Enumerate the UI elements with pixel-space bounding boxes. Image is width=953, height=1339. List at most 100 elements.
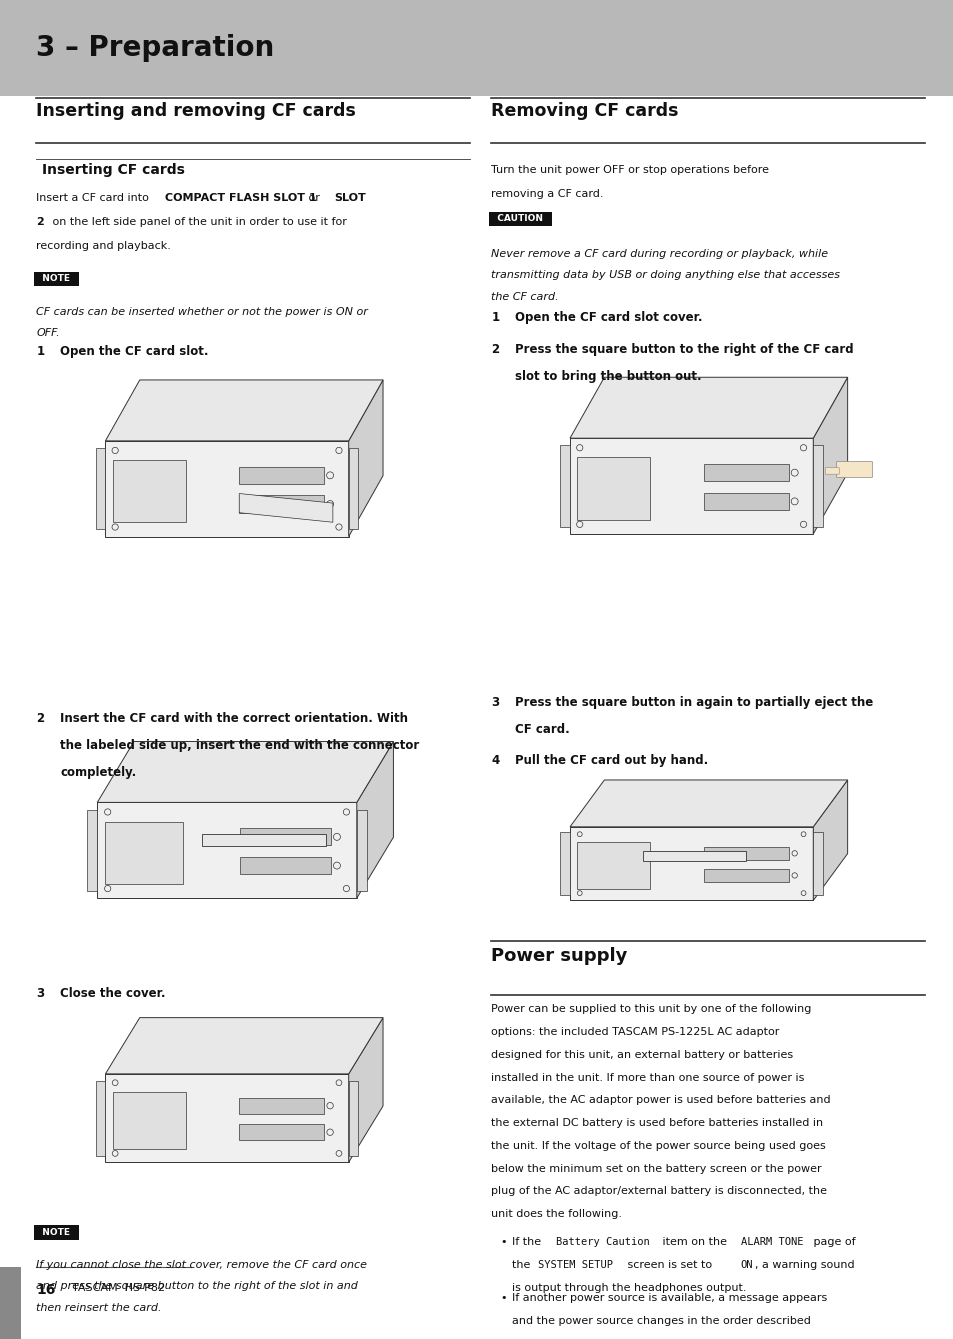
- FancyBboxPatch shape: [239, 1098, 324, 1114]
- Polygon shape: [349, 380, 383, 537]
- Text: Insert the CF card with the correct orientation. With: Insert the CF card with the correct orie…: [60, 712, 408, 726]
- Text: page of: page of: [809, 1237, 855, 1247]
- Text: Open the CF card slot.: Open the CF card slot.: [60, 345, 209, 359]
- FancyBboxPatch shape: [97, 802, 356, 898]
- Text: the CF card.: the CF card.: [491, 292, 558, 301]
- Text: ON: ON: [740, 1260, 752, 1269]
- Polygon shape: [569, 378, 846, 438]
- Text: transmitting data by USB or doing anything else that accesses: transmitting data by USB or doing anythi…: [491, 270, 840, 280]
- Text: Pull the CF card out by hand.: Pull the CF card out by hand.: [515, 754, 708, 767]
- Polygon shape: [356, 742, 393, 898]
- FancyBboxPatch shape: [703, 869, 788, 882]
- FancyBboxPatch shape: [239, 495, 324, 513]
- Text: Press the square button in again to partially eject the: Press the square button in again to part…: [515, 696, 873, 710]
- FancyBboxPatch shape: [559, 833, 569, 894]
- Text: •: •: [500, 1237, 507, 1247]
- Text: CF cards can be inserted whether or not the power is ON or: CF cards can be inserted whether or not …: [36, 307, 368, 316]
- Text: 16: 16: [36, 1283, 55, 1296]
- FancyBboxPatch shape: [202, 834, 326, 846]
- FancyBboxPatch shape: [349, 1081, 358, 1156]
- Text: Never remove a CF card during recording or playback, while: Never remove a CF card during recording …: [491, 249, 827, 258]
- Text: the labeled side up, insert the end with the connector: the labeled side up, insert the end with…: [60, 739, 419, 753]
- Text: Turn the unit power OFF or stop operations before: Turn the unit power OFF or stop operatio…: [491, 165, 768, 174]
- FancyBboxPatch shape: [239, 1125, 324, 1139]
- FancyBboxPatch shape: [836, 462, 872, 478]
- Text: slot to bring the button out.: slot to bring the button out.: [515, 370, 701, 383]
- FancyBboxPatch shape: [703, 493, 788, 510]
- Text: recording and playback.: recording and playback.: [36, 241, 171, 250]
- Polygon shape: [349, 1018, 383, 1162]
- Text: is output through the headphones output.: is output through the headphones output.: [512, 1283, 746, 1292]
- FancyBboxPatch shape: [240, 829, 331, 845]
- FancyBboxPatch shape: [95, 449, 105, 529]
- FancyBboxPatch shape: [105, 441, 349, 537]
- Polygon shape: [97, 742, 393, 802]
- FancyBboxPatch shape: [559, 446, 569, 526]
- Text: plug of the AC adaptor/external battery is disconnected, the: plug of the AC adaptor/external battery …: [491, 1186, 826, 1196]
- Text: unit does the following.: unit does the following.: [491, 1209, 621, 1218]
- FancyBboxPatch shape: [569, 438, 812, 534]
- Text: •: •: [500, 1293, 507, 1303]
- Text: , a warning sound: , a warning sound: [754, 1260, 853, 1269]
- Polygon shape: [105, 1018, 383, 1074]
- Text: Press the square button to the right of the CF card: Press the square button to the right of …: [515, 343, 853, 356]
- Text: COMPACT FLASH SLOT 1: COMPACT FLASH SLOT 1: [165, 193, 316, 202]
- Text: 3 – Preparation: 3 – Preparation: [36, 35, 274, 62]
- Text: then reinsert the card.: then reinsert the card.: [36, 1303, 162, 1312]
- Text: Removing CF cards: Removing CF cards: [491, 102, 679, 119]
- FancyBboxPatch shape: [703, 465, 788, 481]
- FancyBboxPatch shape: [812, 833, 822, 894]
- Text: the: the: [512, 1260, 534, 1269]
- Text: on the left side panel of the unit in order to use it for: on the left side panel of the unit in or…: [49, 217, 346, 226]
- Text: item on the: item on the: [659, 1237, 730, 1247]
- Text: 3: 3: [491, 696, 499, 710]
- Text: If the: If the: [512, 1237, 544, 1247]
- Text: Open the CF card slot cover.: Open the CF card slot cover.: [515, 311, 702, 324]
- FancyBboxPatch shape: [87, 810, 97, 890]
- Text: NOTE: NOTE: [36, 1228, 76, 1237]
- Text: Power can be supplied to this unit by one of the following: Power can be supplied to this unit by on…: [491, 1004, 811, 1014]
- FancyBboxPatch shape: [812, 446, 822, 526]
- Polygon shape: [812, 378, 846, 534]
- Text: 2: 2: [491, 343, 499, 356]
- FancyBboxPatch shape: [349, 449, 358, 529]
- FancyBboxPatch shape: [0, 0, 953, 96]
- FancyBboxPatch shape: [239, 467, 324, 483]
- Text: SLOT: SLOT: [334, 193, 365, 202]
- Text: If you cannot close the slot cover, remove the CF card once: If you cannot close the slot cover, remo…: [36, 1260, 367, 1269]
- Text: CAUTION: CAUTION: [491, 214, 549, 224]
- FancyBboxPatch shape: [356, 810, 367, 890]
- Text: the external DC battery is used before batteries installed in: the external DC battery is used before b…: [491, 1118, 822, 1127]
- Text: Inserting and removing CF cards: Inserting and removing CF cards: [36, 102, 355, 119]
- FancyBboxPatch shape: [112, 461, 186, 522]
- Text: If another power source is available, a message appears: If another power source is available, a …: [512, 1293, 826, 1303]
- Text: available, the AC adaptor power is used before batteries and: available, the AC adaptor power is used …: [491, 1095, 830, 1105]
- FancyBboxPatch shape: [577, 458, 650, 520]
- Text: removing a CF card.: removing a CF card.: [491, 189, 603, 198]
- Text: Battery Caution: Battery Caution: [556, 1237, 649, 1247]
- FancyBboxPatch shape: [824, 467, 839, 474]
- FancyBboxPatch shape: [577, 841, 650, 889]
- Text: and the power source changes in the order described: and the power source changes in the orde…: [512, 1316, 810, 1326]
- FancyBboxPatch shape: [569, 826, 812, 900]
- FancyBboxPatch shape: [105, 822, 183, 884]
- FancyBboxPatch shape: [240, 857, 331, 874]
- Text: NOTE: NOTE: [36, 274, 76, 284]
- Text: below the minimum set on the battery screen or the power: below the minimum set on the battery scr…: [491, 1164, 821, 1173]
- Polygon shape: [105, 380, 383, 441]
- Text: Inserting CF cards: Inserting CF cards: [42, 163, 185, 177]
- Text: 2: 2: [36, 217, 44, 226]
- Text: screen is set to: screen is set to: [623, 1260, 715, 1269]
- Text: completely.: completely.: [60, 766, 136, 779]
- Text: TASCAM  HS-P82: TASCAM HS-P82: [71, 1283, 165, 1292]
- Text: and press the square button to the right of the slot in and: and press the square button to the right…: [36, 1281, 357, 1291]
- FancyBboxPatch shape: [642, 852, 745, 861]
- Polygon shape: [569, 779, 846, 826]
- Text: 4: 4: [491, 754, 499, 767]
- Text: 3: 3: [36, 987, 45, 1000]
- Polygon shape: [239, 494, 333, 522]
- Text: CF card.: CF card.: [515, 723, 569, 736]
- Text: the unit. If the voltage of the power source being used goes: the unit. If the voltage of the power so…: [491, 1141, 825, 1150]
- Text: or: or: [305, 193, 323, 202]
- Polygon shape: [812, 779, 846, 900]
